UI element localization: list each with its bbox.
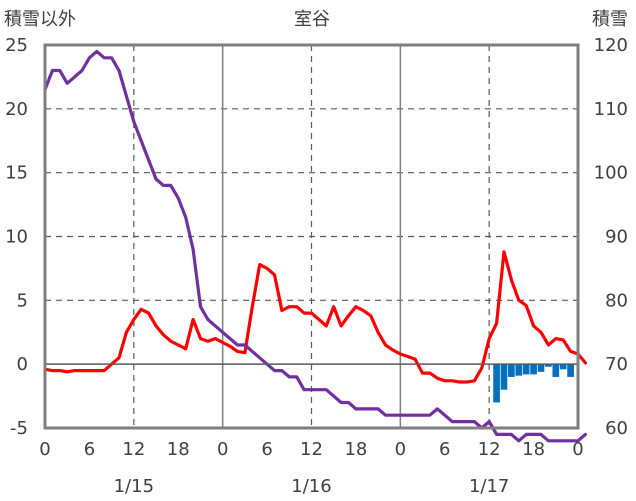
y-right-tick-label: 80 bbox=[605, 290, 628, 311]
y-left-tick-label: 25 bbox=[5, 35, 28, 56]
x-tick-label: 18 bbox=[167, 439, 190, 460]
x-tick-label: 12 bbox=[300, 439, 323, 460]
chart-title: 室谷 bbox=[294, 9, 330, 30]
x-tick-label: 18 bbox=[344, 439, 367, 460]
precip-bar bbox=[567, 364, 574, 377]
date-label: 1/15 bbox=[114, 476, 154, 497]
x-tick-label: 18 bbox=[522, 439, 545, 460]
precip-bar bbox=[530, 364, 537, 375]
y-right-tick-label: 120 bbox=[594, 35, 628, 56]
date-label: 1/16 bbox=[291, 476, 331, 497]
precip-bar bbox=[552, 364, 560, 377]
plot-frame bbox=[43, 43, 580, 430]
precip-bar bbox=[537, 364, 545, 372]
x-tick-label: 12 bbox=[478, 439, 501, 460]
axes bbox=[43, 43, 580, 430]
precip-bar bbox=[493, 364, 500, 403]
precip-bars bbox=[493, 364, 574, 403]
series-line-purple bbox=[43, 49, 587, 443]
precip-bar bbox=[515, 364, 523, 376]
y-left-tick-label: -5 bbox=[10, 418, 28, 439]
x-tick-label: 6 bbox=[84, 439, 95, 460]
y-left-tick-label: 0 bbox=[17, 354, 28, 375]
y-right-tick-label: 60 bbox=[605, 418, 628, 439]
right-axis-title: 積雪 bbox=[592, 9, 628, 30]
precip-bar bbox=[508, 364, 515, 377]
x-tick-label: 0 bbox=[39, 439, 50, 460]
x-tick-label: 0 bbox=[217, 439, 228, 460]
x-tick-label: 0 bbox=[572, 439, 583, 460]
x-tick-label: 6 bbox=[261, 439, 272, 460]
x-tick-label: 6 bbox=[439, 439, 450, 460]
precip-bar bbox=[500, 364, 508, 390]
y-left-tick-label: 20 bbox=[5, 99, 28, 120]
x-tick-label: 12 bbox=[122, 439, 145, 460]
series-line-red bbox=[43, 250, 587, 384]
y-left-tick-label: 5 bbox=[17, 290, 28, 311]
y-right-tick-label: 110 bbox=[594, 99, 628, 120]
y-right-tick-label: 100 bbox=[594, 163, 628, 184]
precip-bar bbox=[522, 364, 530, 375]
date-label: 1/17 bbox=[469, 476, 509, 497]
x-tick-label: 0 bbox=[395, 439, 406, 460]
left-axis-title: 積雪以外 bbox=[4, 9, 76, 30]
precip-bar bbox=[559, 364, 567, 370]
y-left-tick-label: 10 bbox=[5, 227, 28, 248]
y-left-tick-label: 15 bbox=[5, 163, 28, 184]
precip-bar bbox=[545, 364, 552, 367]
y-right-tick-label: 70 bbox=[605, 354, 628, 375]
series-lines bbox=[43, 49, 587, 443]
y-right-tick-label: 90 bbox=[605, 227, 628, 248]
